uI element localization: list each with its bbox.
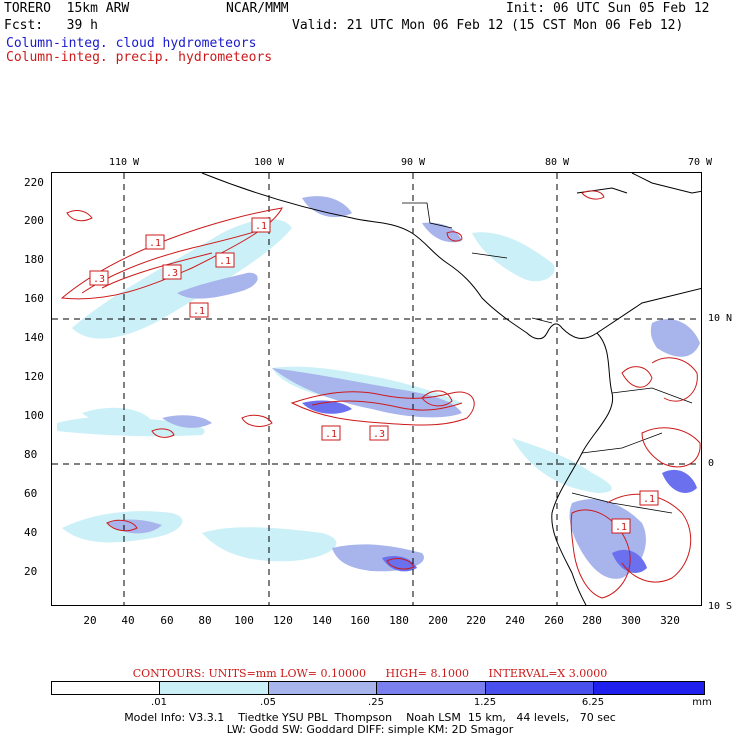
contour-label: .1 (189, 302, 209, 318)
color-bar-label: .01 (151, 697, 167, 708)
contour-label-text: .1 (643, 494, 655, 505)
y-tick: 20 (24, 565, 38, 578)
contour-label-text: .1 (325, 429, 337, 440)
contour-label-text: .3 (373, 429, 385, 440)
map-plot: .1 .1 .3 .3 .1 .1 .1 .3 .1 .1 (51, 172, 702, 606)
y-tick: 220 (24, 176, 44, 189)
x-tick: 260 (544, 614, 564, 627)
x-tick: 220 (466, 614, 486, 627)
contour-labels: .1 .1 .3 .3 .1 .1 .1 .3 .1 .1 (89, 217, 659, 534)
y-tick: 140 (24, 331, 44, 344)
contour-label: .3 (369, 425, 389, 441)
y-tick: 200 (24, 214, 44, 227)
contour-label-text: .1 (149, 238, 161, 249)
color-bar-segment (160, 682, 269, 694)
forecast-hour: Fcst: 39 h (4, 18, 98, 33)
color-bar-units: mm (692, 697, 712, 708)
color-bar-segment (269, 682, 377, 694)
model-title: TORERO 15km ARW (4, 1, 130, 16)
model-info-line2: LW: Godd SW: Goddard DIFF: simple KM: 2D… (226, 723, 514, 736)
contour-label-text: .3 (166, 268, 178, 279)
lat-label: 0 (708, 458, 715, 469)
model-info: Model Info: V3.3.1 Tiedtke YSU PBL Thomp… (0, 712, 740, 736)
y-tick: 180 (24, 253, 44, 266)
contour-label: .3 (89, 270, 109, 286)
x-tick: 20 (83, 614, 97, 627)
lon-label: 100 W (253, 157, 285, 168)
contour-label: .1 (251, 217, 271, 233)
lon-label: 90 W (400, 157, 426, 168)
x-tick: 60 (160, 614, 174, 627)
contour-label: .1 (321, 425, 341, 441)
x-tick: 40 (121, 614, 135, 627)
x-tick: 200 (428, 614, 448, 627)
color-bar-label: .25 (368, 697, 384, 708)
contour-label: .1 (145, 234, 165, 250)
x-tick: 320 (660, 614, 680, 627)
y-tick: 60 (24, 487, 38, 500)
map-canvas: .1 .1 .3 .3 .1 .1 .1 .3 .1 .1 (52, 173, 701, 605)
y-tick: 40 (24, 526, 38, 539)
contour-label: .1 (215, 252, 235, 268)
color-bar-segment (377, 682, 486, 694)
contour-label: .1 (611, 518, 631, 534)
color-bar-label: 6.25 (581, 697, 605, 708)
legend-cloud: Column-integ. cloud hydrometeors (6, 36, 257, 51)
color-bar-label: .05 (260, 697, 276, 708)
legend-precip: Column-integ. precip. hydrometeors (6, 50, 273, 65)
contour-label: .3 (162, 264, 182, 280)
contour-label-text: .1 (219, 256, 231, 267)
init-time: Init: 06 UTC Sun 05 Feb 12 (506, 1, 710, 16)
lon-label: 70 W (687, 157, 713, 168)
x-tick: 160 (350, 614, 370, 627)
color-bar-segment (52, 682, 160, 694)
x-tick: 120 (273, 614, 293, 627)
contour-label-text: .1 (255, 221, 267, 232)
x-tick: 100 (234, 614, 254, 627)
x-tick: 140 (312, 614, 332, 627)
contour-label-text: .3 (93, 274, 105, 285)
x-tick: 280 (582, 614, 602, 627)
contour-high: HIGH= 8.1000 (385, 667, 470, 680)
lon-label: 80 W (544, 157, 570, 168)
contour-units: CONTOURS: UNITS=mm LOW= 0.10000 (132, 667, 366, 680)
contour-label-text: .1 (615, 522, 627, 533)
contour-info: CONTOURS: UNITS=mm LOW= 0.10000 HIGH= 8.… (0, 667, 740, 680)
color-bar-segment (594, 682, 704, 694)
x-tick: 300 (621, 614, 641, 627)
contour-label-text: .1 (193, 306, 205, 317)
contour-label: .1 (639, 490, 659, 506)
y-tick: 160 (24, 292, 44, 305)
cloud-field-strong (302, 400, 697, 573)
lat-label: 10 N (708, 313, 733, 324)
lat-label: 10 S (708, 601, 733, 612)
country-borders (402, 202, 693, 514)
caribbean-coast (576, 173, 701, 194)
model-info-line1: Model Info: V3.3.1 Tiedtke YSU PBL Thomp… (124, 711, 616, 724)
y-tick: 100 (24, 409, 44, 422)
x-tick: 180 (389, 614, 409, 627)
color-bar (51, 681, 705, 695)
y-tick: 80 (24, 448, 38, 461)
grid-lines (52, 173, 701, 605)
y-tick: 120 (24, 370, 44, 383)
coastline (551, 332, 614, 605)
center-label: NCAR/MMM (226, 1, 289, 16)
valid-time: Valid: 21 UTC Mon 06 Feb 12 (15 CST Mon … (292, 18, 684, 33)
color-bar-segment (486, 682, 594, 694)
contour-interval: INTERVAL=X 3.0000 (488, 667, 608, 680)
x-tick: 240 (505, 614, 525, 627)
coastline (201, 173, 701, 340)
color-bar-label: 1.25 (473, 697, 497, 708)
x-tick: 80 (198, 614, 212, 627)
lon-label: 110 W (108, 157, 140, 168)
